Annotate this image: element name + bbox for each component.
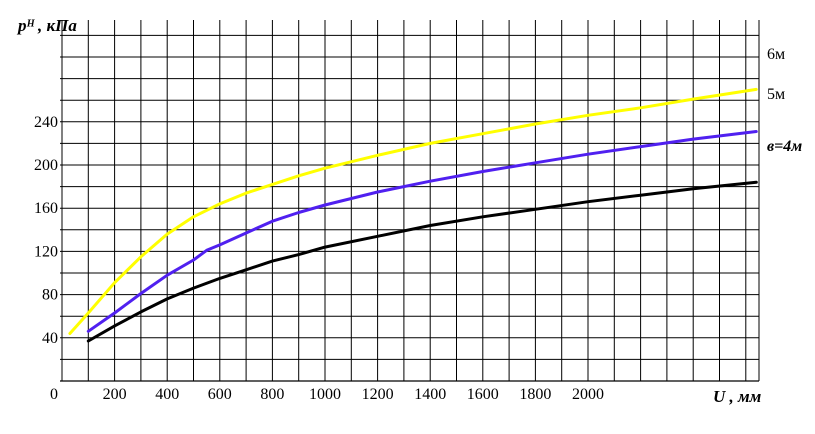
y-tick-label: 80: [42, 287, 58, 304]
origin-label: 0: [50, 386, 58, 403]
x-tick-label: 800: [260, 386, 284, 403]
y-tick-label: 40: [42, 330, 58, 347]
x-tick-label: 1200: [362, 386, 394, 403]
series-line: [86, 130, 758, 333]
x-tick-label: 400: [155, 386, 179, 403]
x-axis-label: U , мм: [713, 387, 762, 406]
x-tick-label: 200: [103, 386, 127, 403]
series-line: [68, 87, 758, 335]
tick-labels: 200 400 600 800 1000 1200 1400 1600 1800 20004080…: [34, 114, 604, 403]
grid: [60, 20, 760, 382]
x-tick-label: 1400: [414, 386, 446, 403]
y-tick-label: 240: [34, 114, 58, 131]
x-tick-label: 1000: [309, 386, 341, 403]
series-label: 6м: [767, 46, 785, 63]
x-tick-label: 1600: [467, 386, 499, 403]
series-labels: 6м 5м в=4м: [767, 46, 802, 155]
x-tick-label: 600: [208, 386, 232, 403]
series-label: 5м: [767, 86, 785, 103]
series-line: [86, 180, 758, 343]
y-tick-label: 200: [34, 157, 58, 174]
x-tick-label: 2000: [572, 386, 604, 403]
y-axis-label: рᴴ , кПа: [16, 16, 77, 35]
series-lines: [68, 87, 758, 343]
y-tick-label: 120: [34, 243, 58, 260]
series-label: в=4м: [767, 138, 802, 155]
x-tick-label: 1800: [519, 386, 551, 403]
y-tick-label: 160: [34, 200, 58, 217]
